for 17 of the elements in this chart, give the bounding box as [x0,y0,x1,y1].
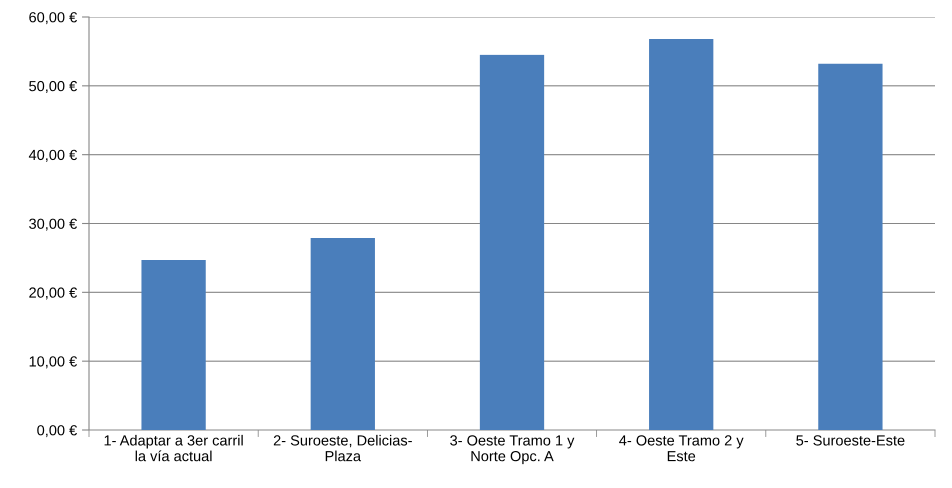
bar [818,64,883,430]
x-tick-label: 2- Suroeste, Delicias- Plaza [274,434,412,462]
y-tick-label: 30,00 € [29,218,77,231]
y-tick-label: 20,00 € [29,287,77,300]
bar [649,39,714,430]
y-tick-label: 0,00 € [37,425,77,438]
x-tick-label: 5- Suroeste-Este [796,435,904,446]
x-tick-label: 4- Oeste Tramo 2 y Este [619,435,744,462]
y-tick-label: 10,00 € [30,356,77,368]
x-tick-label: 1- Adaptar a 3er carril la vía actual [104,434,243,462]
bar [310,238,375,430]
bar [141,260,206,430]
bar [480,54,544,430]
x-tick-label: 3- Oeste Tramo 1 y Norte Opc. A [450,435,574,464]
y-tick-label: 60,00 € [29,12,77,24]
y-tick-label: 40,00 € [28,150,77,162]
y-tick-label: 50,00 € [29,80,77,93]
